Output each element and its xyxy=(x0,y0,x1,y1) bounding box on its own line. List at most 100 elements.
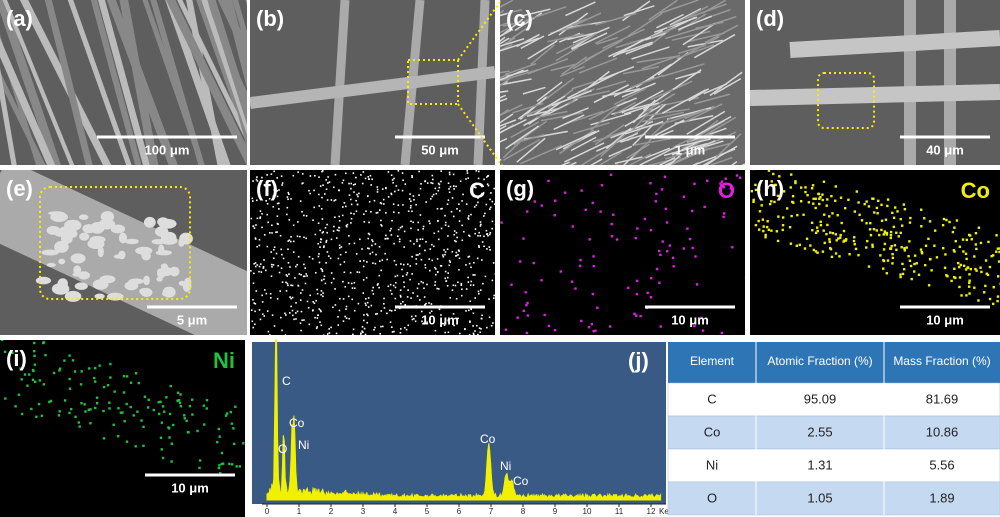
map-dot xyxy=(401,172,404,174)
map-dot xyxy=(477,290,480,293)
map-dot xyxy=(198,459,202,462)
map-dot xyxy=(890,244,893,248)
map-dot xyxy=(301,182,303,185)
fiber xyxy=(207,0,247,125)
map-dot xyxy=(389,289,392,292)
map-dot xyxy=(477,177,480,180)
map-dot xyxy=(752,200,755,204)
map-dot xyxy=(654,200,658,203)
map-dot xyxy=(393,330,395,333)
map-dot xyxy=(379,332,381,335)
nanowire xyxy=(692,115,732,139)
map-dot xyxy=(353,191,355,193)
table-cell: O xyxy=(707,490,717,505)
map-dot xyxy=(448,264,451,267)
map-dot xyxy=(765,225,769,229)
map-dot xyxy=(250,217,253,220)
map-dot xyxy=(459,180,462,183)
map-dot xyxy=(125,402,128,406)
map-dot xyxy=(462,230,465,233)
map-dot xyxy=(353,287,356,290)
map-dot xyxy=(788,226,792,229)
map-dot xyxy=(847,198,850,201)
map-dot xyxy=(580,189,583,192)
map-dot xyxy=(731,246,734,249)
nanowire xyxy=(630,74,664,89)
nanowire xyxy=(528,100,563,125)
map-dot xyxy=(98,364,101,367)
map-dot xyxy=(287,284,289,287)
map-dot xyxy=(334,304,337,306)
nanowire xyxy=(500,125,507,130)
map-dot xyxy=(403,326,406,329)
map-dot xyxy=(635,314,638,317)
map-dot xyxy=(288,193,290,196)
map-dot xyxy=(428,220,430,222)
map-dot xyxy=(364,302,367,305)
particle xyxy=(184,277,192,287)
map-dot xyxy=(371,178,373,181)
map-dot xyxy=(848,253,851,256)
nanowire xyxy=(678,15,712,31)
nanowire xyxy=(621,82,656,98)
map-dot xyxy=(599,210,602,213)
map-dot xyxy=(448,259,451,262)
map-dot xyxy=(885,233,889,236)
map-dot xyxy=(467,218,470,220)
map-dot xyxy=(340,246,343,248)
map-dot xyxy=(122,391,126,394)
map-dot xyxy=(361,330,363,333)
map-dot xyxy=(286,213,288,216)
map-dot xyxy=(320,208,323,210)
map-dot xyxy=(381,188,384,190)
map-dot xyxy=(909,264,913,268)
map-dot xyxy=(140,419,143,422)
map-dot xyxy=(11,351,14,355)
map-dot xyxy=(483,235,485,238)
nanowire xyxy=(627,12,663,37)
map-dot xyxy=(917,273,921,276)
particle xyxy=(140,287,153,297)
map-dot xyxy=(335,237,338,239)
map-dot xyxy=(301,289,304,291)
particle xyxy=(128,278,144,285)
map-dot xyxy=(330,199,333,201)
map-dot xyxy=(479,289,482,291)
map-dot xyxy=(316,326,318,328)
map-dot xyxy=(390,193,393,196)
particle xyxy=(178,280,186,286)
map-dot xyxy=(376,312,379,315)
particle xyxy=(162,286,176,298)
nanowire xyxy=(570,136,597,152)
map-dot xyxy=(290,284,292,287)
map-dot xyxy=(397,235,399,237)
map-dot xyxy=(802,213,805,216)
map-dot xyxy=(443,249,445,251)
nanowire xyxy=(623,102,660,115)
map-dot xyxy=(303,319,305,321)
peak-label: Co xyxy=(289,416,305,430)
map-dot xyxy=(300,329,302,332)
map-dot xyxy=(649,228,653,232)
map-dot xyxy=(703,205,706,209)
nanowire xyxy=(510,121,540,139)
map-dot xyxy=(794,180,797,183)
map-dot xyxy=(319,246,321,248)
map-dot xyxy=(272,195,275,198)
map-dot xyxy=(532,261,535,265)
map-dot xyxy=(376,211,379,214)
map-dot xyxy=(266,202,269,205)
map-dot xyxy=(819,223,823,227)
map-dot xyxy=(486,183,489,185)
map-dot xyxy=(465,310,467,312)
map-dot xyxy=(330,326,332,329)
map-dot xyxy=(419,238,422,241)
map-dot xyxy=(892,216,896,220)
map-dot xyxy=(633,312,636,316)
map-dot xyxy=(580,319,583,323)
map-dot xyxy=(277,223,279,225)
map-dot xyxy=(608,325,612,328)
nanowire xyxy=(608,43,637,58)
map-dot xyxy=(472,333,475,335)
map-dot xyxy=(903,207,907,211)
